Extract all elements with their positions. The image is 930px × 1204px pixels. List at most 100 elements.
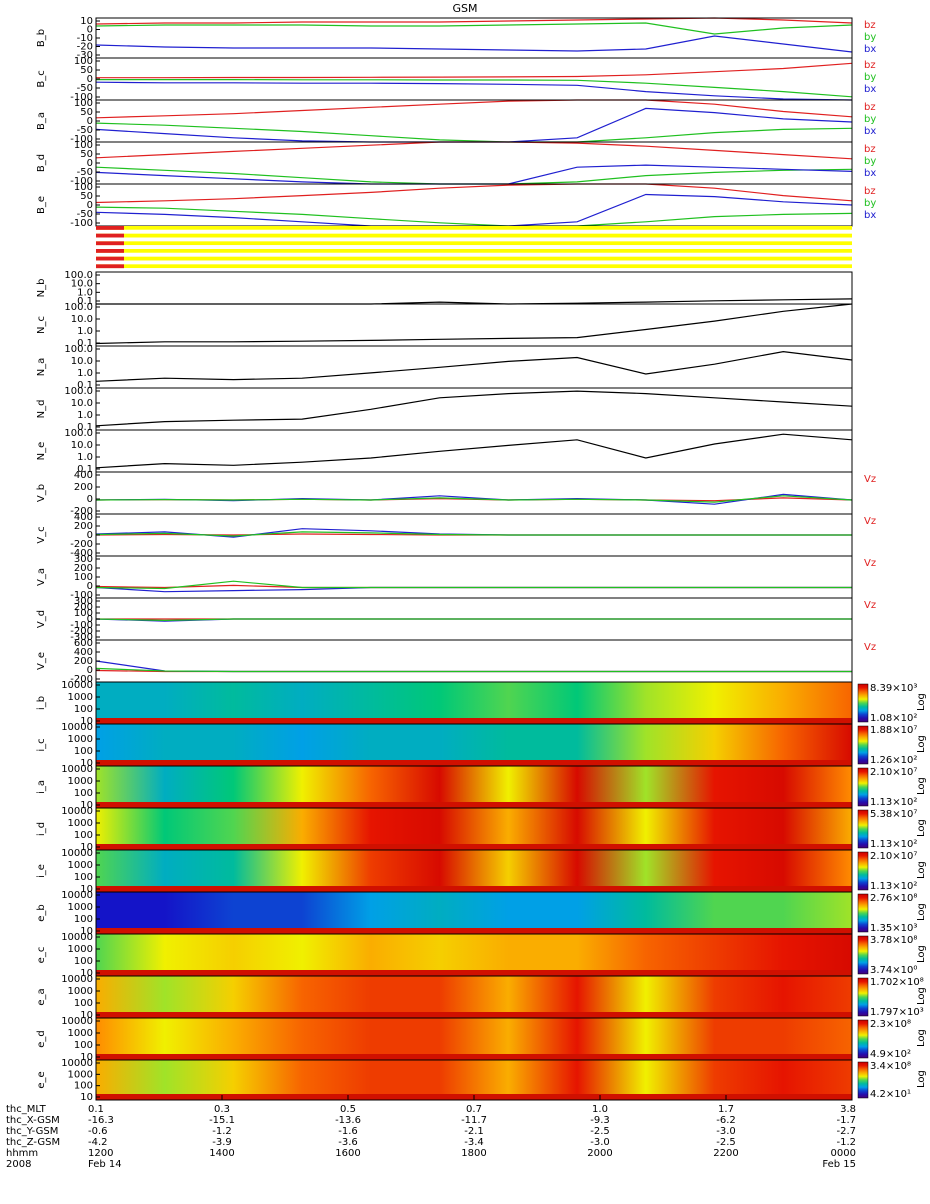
y-tick-label: 1000 xyxy=(68,986,93,997)
flag-bar xyxy=(96,241,852,246)
y-tick-label: 1.0 xyxy=(77,452,93,463)
y-tick-label: 0.1 xyxy=(77,422,93,433)
ephemeris-value: 1800 xyxy=(461,1148,486,1159)
series-line xyxy=(95,22,853,35)
y-tick-label: -200 xyxy=(70,674,93,685)
y-tick-label: 10000 xyxy=(61,932,93,943)
legend-bz: bz xyxy=(864,102,876,113)
panel-label: V_b xyxy=(36,484,47,502)
panel-frame xyxy=(95,17,853,59)
y-tick-label: -100 xyxy=(70,590,93,601)
y-tick-label: 0 xyxy=(87,530,93,541)
panel-label: e_c xyxy=(36,947,47,964)
legend-by: by xyxy=(864,198,876,209)
ephemeris-value: 2200 xyxy=(713,1148,738,1159)
panel-label: i_b xyxy=(36,696,47,710)
series-line xyxy=(95,141,853,160)
spectrogram-fill xyxy=(96,892,852,934)
panel-label: e_a xyxy=(36,988,47,1005)
y-tick-label: 1.0 xyxy=(77,368,93,379)
colorbar-scale-label: Log xyxy=(916,735,927,753)
ephemeris-value: -2.1 xyxy=(464,1126,484,1137)
colorbar-max-label: 2.76×10⁸ xyxy=(870,893,917,904)
y-tick-label: 10.0 xyxy=(71,398,93,409)
colorbar-min-label: 1.13×10² xyxy=(870,839,917,850)
ephemeris-value: -3.0 xyxy=(716,1126,736,1137)
legend-by: by xyxy=(864,156,876,167)
colorbar-scale-label: Log xyxy=(916,945,927,963)
ephemeris-value: -2.7 xyxy=(836,1126,856,1137)
series-line xyxy=(95,528,852,538)
colorbar-max-label: 1.88×10⁷ xyxy=(870,725,917,736)
y-tick-label: 400 xyxy=(74,470,93,481)
colorbar-min-label: 1.26×10² xyxy=(870,755,917,766)
colorbar-min-label: 1.35×10³ xyxy=(870,923,917,934)
ephemeris-value: -11.7 xyxy=(461,1115,487,1126)
y-tick-label: 1.0 xyxy=(77,326,93,337)
panel-flags xyxy=(96,226,852,272)
panel-N_d: 100.010.01.00.1 N_d xyxy=(36,386,853,433)
series-line xyxy=(95,660,852,673)
y-tick-label: 100 xyxy=(74,998,93,1009)
flag-mark xyxy=(96,256,124,261)
panel-label: N_b xyxy=(36,279,47,298)
y-tick-label: -50 xyxy=(77,125,93,136)
legend-bx: bx xyxy=(864,44,876,55)
y-tick-label: -30 xyxy=(77,50,93,61)
y-tick-label: 1000 xyxy=(68,860,93,871)
spectrogram-low-band xyxy=(96,802,852,808)
y-tick-label: -100 xyxy=(70,134,93,145)
colorbar-scale-label: Log xyxy=(916,987,927,1005)
ephemeris-value: -1.7 xyxy=(836,1115,856,1126)
ephemeris-value: -3.6 xyxy=(338,1137,358,1148)
y-tick-label: 100 xyxy=(74,572,93,583)
y-tick-label: 10000 xyxy=(61,890,93,901)
ephemeris-value: 0.1 xyxy=(88,1104,104,1115)
ephemeris-value: -2.5 xyxy=(590,1126,610,1137)
flag-bar xyxy=(96,233,852,238)
panel-frame xyxy=(95,387,853,431)
y-tick-label: 0.1 xyxy=(77,296,93,307)
series-line xyxy=(95,531,852,537)
spectrogram-fill xyxy=(96,766,852,808)
panel-frame xyxy=(95,471,853,515)
colorbar-min-label: 4.2×10¹ xyxy=(870,1089,911,1100)
spectrogram-low-band xyxy=(96,760,852,766)
legend-Vz: Vz xyxy=(864,558,876,569)
panel-label: N_a xyxy=(36,358,47,377)
y-tick-label: -50 xyxy=(77,209,93,220)
colorbar-max-label: 2.3×10⁸ xyxy=(870,1019,911,1030)
y-tick-label: 0 xyxy=(87,581,93,592)
y-tick-label: 10000 xyxy=(61,764,93,775)
series-line xyxy=(95,586,852,593)
y-tick-label: 100 xyxy=(74,872,93,883)
series-line xyxy=(95,17,853,25)
y-tick-label: 100 xyxy=(74,182,93,193)
colorbar xyxy=(857,1061,869,1099)
y-tick-label: 200 xyxy=(74,656,93,667)
colorbar xyxy=(857,725,869,765)
colorbar-scale-label: Log xyxy=(916,1070,927,1088)
ephemeris-label: thc_Z-GSM xyxy=(6,1137,60,1148)
colorbar-scale-label: Log xyxy=(916,777,927,795)
series-line xyxy=(95,667,852,673)
y-tick-label: 1000 xyxy=(68,944,93,955)
y-tick-label: 1000 xyxy=(68,1028,93,1039)
ephemeris-value: -1.2 xyxy=(212,1126,232,1137)
colorbar-min-label: 4.9×10² xyxy=(870,1049,911,1060)
y-tick-label: 10 xyxy=(80,1010,93,1021)
y-tick-label: 200 xyxy=(74,521,93,532)
y-tick-label: 1.0 xyxy=(77,410,93,421)
colorbar xyxy=(857,767,869,807)
panel-label: B_e xyxy=(36,196,47,214)
y-tick-label: 10.0 xyxy=(71,440,93,451)
spectrogram-fill xyxy=(96,976,852,1018)
series-line xyxy=(95,433,853,469)
